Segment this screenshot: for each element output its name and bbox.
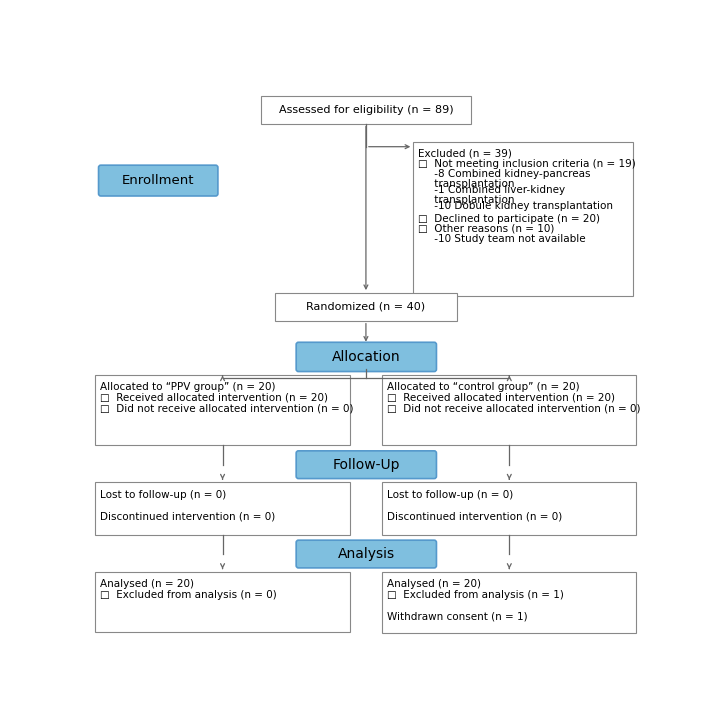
Text: Enrollment: Enrollment xyxy=(122,174,194,187)
Text: Allocated to “control group” (n = 20): Allocated to “control group” (n = 20) xyxy=(387,381,580,391)
Text: Randomized (n = 40): Randomized (n = 40) xyxy=(306,302,426,312)
Text: □  Did not receive allocated intervention (n = 0): □ Did not receive allocated intervention… xyxy=(100,403,353,413)
FancyBboxPatch shape xyxy=(99,165,218,196)
Text: Analysed (n = 20): Analysed (n = 20) xyxy=(387,580,481,589)
FancyBboxPatch shape xyxy=(276,293,456,321)
FancyBboxPatch shape xyxy=(96,482,350,535)
Text: □  Not meeting inclusion criteria (n = 19): □ Not meeting inclusion criteria (n = 19… xyxy=(418,159,635,169)
Text: -10 Study team not available: -10 Study team not available xyxy=(418,234,585,244)
Text: Analysed (n = 20): Analysed (n = 20) xyxy=(100,580,194,589)
Text: □  Declined to participate (n = 20): □ Declined to participate (n = 20) xyxy=(418,214,600,224)
FancyBboxPatch shape xyxy=(382,375,636,445)
FancyBboxPatch shape xyxy=(382,572,636,633)
Text: Discontinued intervention (n = 0): Discontinued intervention (n = 0) xyxy=(387,512,562,522)
Text: □  Excluded from analysis (n = 1): □ Excluded from analysis (n = 1) xyxy=(387,590,564,600)
Text: Follow-Up: Follow-Up xyxy=(333,458,400,471)
FancyBboxPatch shape xyxy=(413,142,633,296)
Text: Withdrawn consent (n = 1): Withdrawn consent (n = 1) xyxy=(387,612,528,622)
Text: □  Excluded from analysis (n = 0): □ Excluded from analysis (n = 0) xyxy=(100,590,277,600)
Text: Assessed for eligibility (n = 89): Assessed for eligibility (n = 89) xyxy=(278,105,453,115)
Text: Allocated to “PPV group” (n = 20): Allocated to “PPV group” (n = 20) xyxy=(100,381,276,391)
FancyBboxPatch shape xyxy=(296,451,436,479)
Text: Lost to follow-up (n = 0): Lost to follow-up (n = 0) xyxy=(387,490,513,500)
Text: -1 Combined liver-kidney: -1 Combined liver-kidney xyxy=(418,186,565,195)
Text: □  Received allocated intervention (n = 20): □ Received allocated intervention (n = 2… xyxy=(387,392,615,402)
Text: transplantation: transplantation xyxy=(418,195,514,205)
FancyBboxPatch shape xyxy=(96,375,350,445)
Text: -10 Dobule kidney transplantation: -10 Dobule kidney transplantation xyxy=(418,201,613,212)
Text: Excluded (n = 39): Excluded (n = 39) xyxy=(418,148,512,158)
Text: □  Did not receive allocated intervention (n = 0): □ Did not receive allocated intervention… xyxy=(387,403,640,413)
Text: Analysis: Analysis xyxy=(338,547,395,561)
Text: transplantation: transplantation xyxy=(418,179,514,189)
FancyBboxPatch shape xyxy=(296,342,436,372)
Text: Discontinued intervention (n = 0): Discontinued intervention (n = 0) xyxy=(100,512,276,522)
FancyBboxPatch shape xyxy=(382,482,636,535)
Text: □  Received allocated intervention (n = 20): □ Received allocated intervention (n = 2… xyxy=(100,392,328,402)
Text: □  Other reasons (n = 10): □ Other reasons (n = 10) xyxy=(418,224,554,234)
FancyBboxPatch shape xyxy=(296,540,436,568)
Text: -8 Combined kidney-pancreas: -8 Combined kidney-pancreas xyxy=(418,169,590,179)
FancyBboxPatch shape xyxy=(96,572,350,632)
Text: Lost to follow-up (n = 0): Lost to follow-up (n = 0) xyxy=(100,490,226,500)
FancyBboxPatch shape xyxy=(261,96,471,123)
Text: Allocation: Allocation xyxy=(332,350,401,364)
